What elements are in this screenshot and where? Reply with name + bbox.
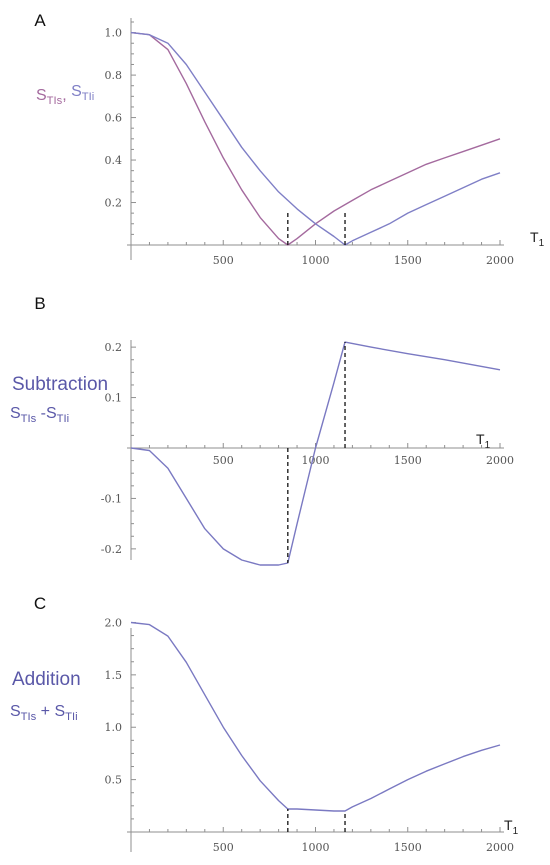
y-axis-label-part: S [10, 703, 21, 720]
y-axis-label: STIs + STIi [10, 703, 78, 723]
x-tick-label: 1000 [302, 254, 330, 267]
y-tick-label: 1.0 [105, 27, 123, 40]
x-tick-label: 2000 [486, 254, 514, 267]
y-tick-label: 0.8 [105, 69, 123, 82]
y-tick-label: 0.4 [105, 154, 123, 167]
y-tick-label: 2.0 [105, 616, 123, 629]
y-tick-label: 0.2 [105, 341, 123, 354]
panel-B: B Subtraction STIs -STIi 500 1000 1500 2000 -0.… [10, 294, 514, 566]
x-axis-label: T1 [530, 229, 545, 249]
y-axis-title: Addition [12, 669, 81, 690]
x-tick-label: 2000 [486, 841, 514, 854]
y-axis-label-part: , [62, 87, 66, 104]
x-axis-label-subscript: 1 [539, 238, 545, 249]
y-axis-label-subscript: TIi [65, 711, 77, 723]
x-axis-label-subscript: 1 [485, 440, 491, 451]
x-tick-label: 2000 [486, 454, 514, 467]
panel-letter-A: A [34, 11, 46, 30]
y-tick-label: 0.6 [105, 112, 123, 125]
y-axis-label-part: S [67, 83, 82, 100]
x-tick-label: 1000 [302, 454, 330, 467]
x-tick-label: 500 [213, 454, 234, 467]
x-tick-label: 500 [213, 254, 234, 267]
series-line-1 [130, 31, 501, 246]
x-axis-label-base: T [504, 817, 513, 833]
y-axis-label-subscript: TIi [57, 413, 69, 425]
y-axis-label-subscript: TIs [21, 413, 37, 425]
y-tick-label: 0.2 [105, 197, 123, 210]
series-line-1 [130, 341, 501, 566]
x-axis-label-subscript: 1 [513, 826, 519, 837]
x-tick-label: 1500 [394, 254, 422, 267]
panel-letter-C: C [34, 594, 46, 613]
x-axis-label-base: T [476, 431, 485, 447]
y-tick-label: 1.5 [105, 669, 123, 682]
panel-C: C Addition STIs + STIi 500 1000 1500 2000 0.5 1.… [10, 594, 519, 854]
series-line-2 [130, 31, 501, 246]
x-tick-label: 1500 [394, 454, 422, 467]
y-axis-title: Subtraction [12, 374, 108, 395]
y-axis-label-part: S [10, 405, 21, 422]
y-axis-label-subscript: TIi [82, 91, 94, 103]
x-axis-label: T1 [476, 431, 491, 451]
x-tick-label: 1500 [394, 841, 422, 854]
y-axis-label-subscript: TIs [47, 95, 63, 107]
y-tick-label: -0.2 [101, 543, 122, 556]
y-axis-label: STIs -STIi [10, 405, 69, 425]
y-axis-label: STIs, STIi [36, 83, 94, 107]
panel-letter-B: B [34, 294, 45, 313]
y-axis-label-subscript: TIs [21, 711, 37, 723]
x-axis-label-base: T [530, 229, 539, 245]
y-tick-label: 0.1 [105, 392, 123, 405]
x-tick-label: 500 [213, 841, 234, 854]
series-line-1 [130, 621, 501, 812]
y-axis-label-part: -S [36, 405, 56, 422]
x-tick-label: 1000 [302, 841, 330, 854]
y-axis-label-part: + S [36, 703, 65, 720]
y-tick-label: -0.1 [101, 492, 122, 505]
x-axis-label: T1 [504, 817, 519, 837]
y-tick-label: 1.0 [105, 721, 123, 734]
y-tick-label: 0.5 [105, 774, 123, 787]
y-axis-label-part: S [36, 87, 47, 104]
